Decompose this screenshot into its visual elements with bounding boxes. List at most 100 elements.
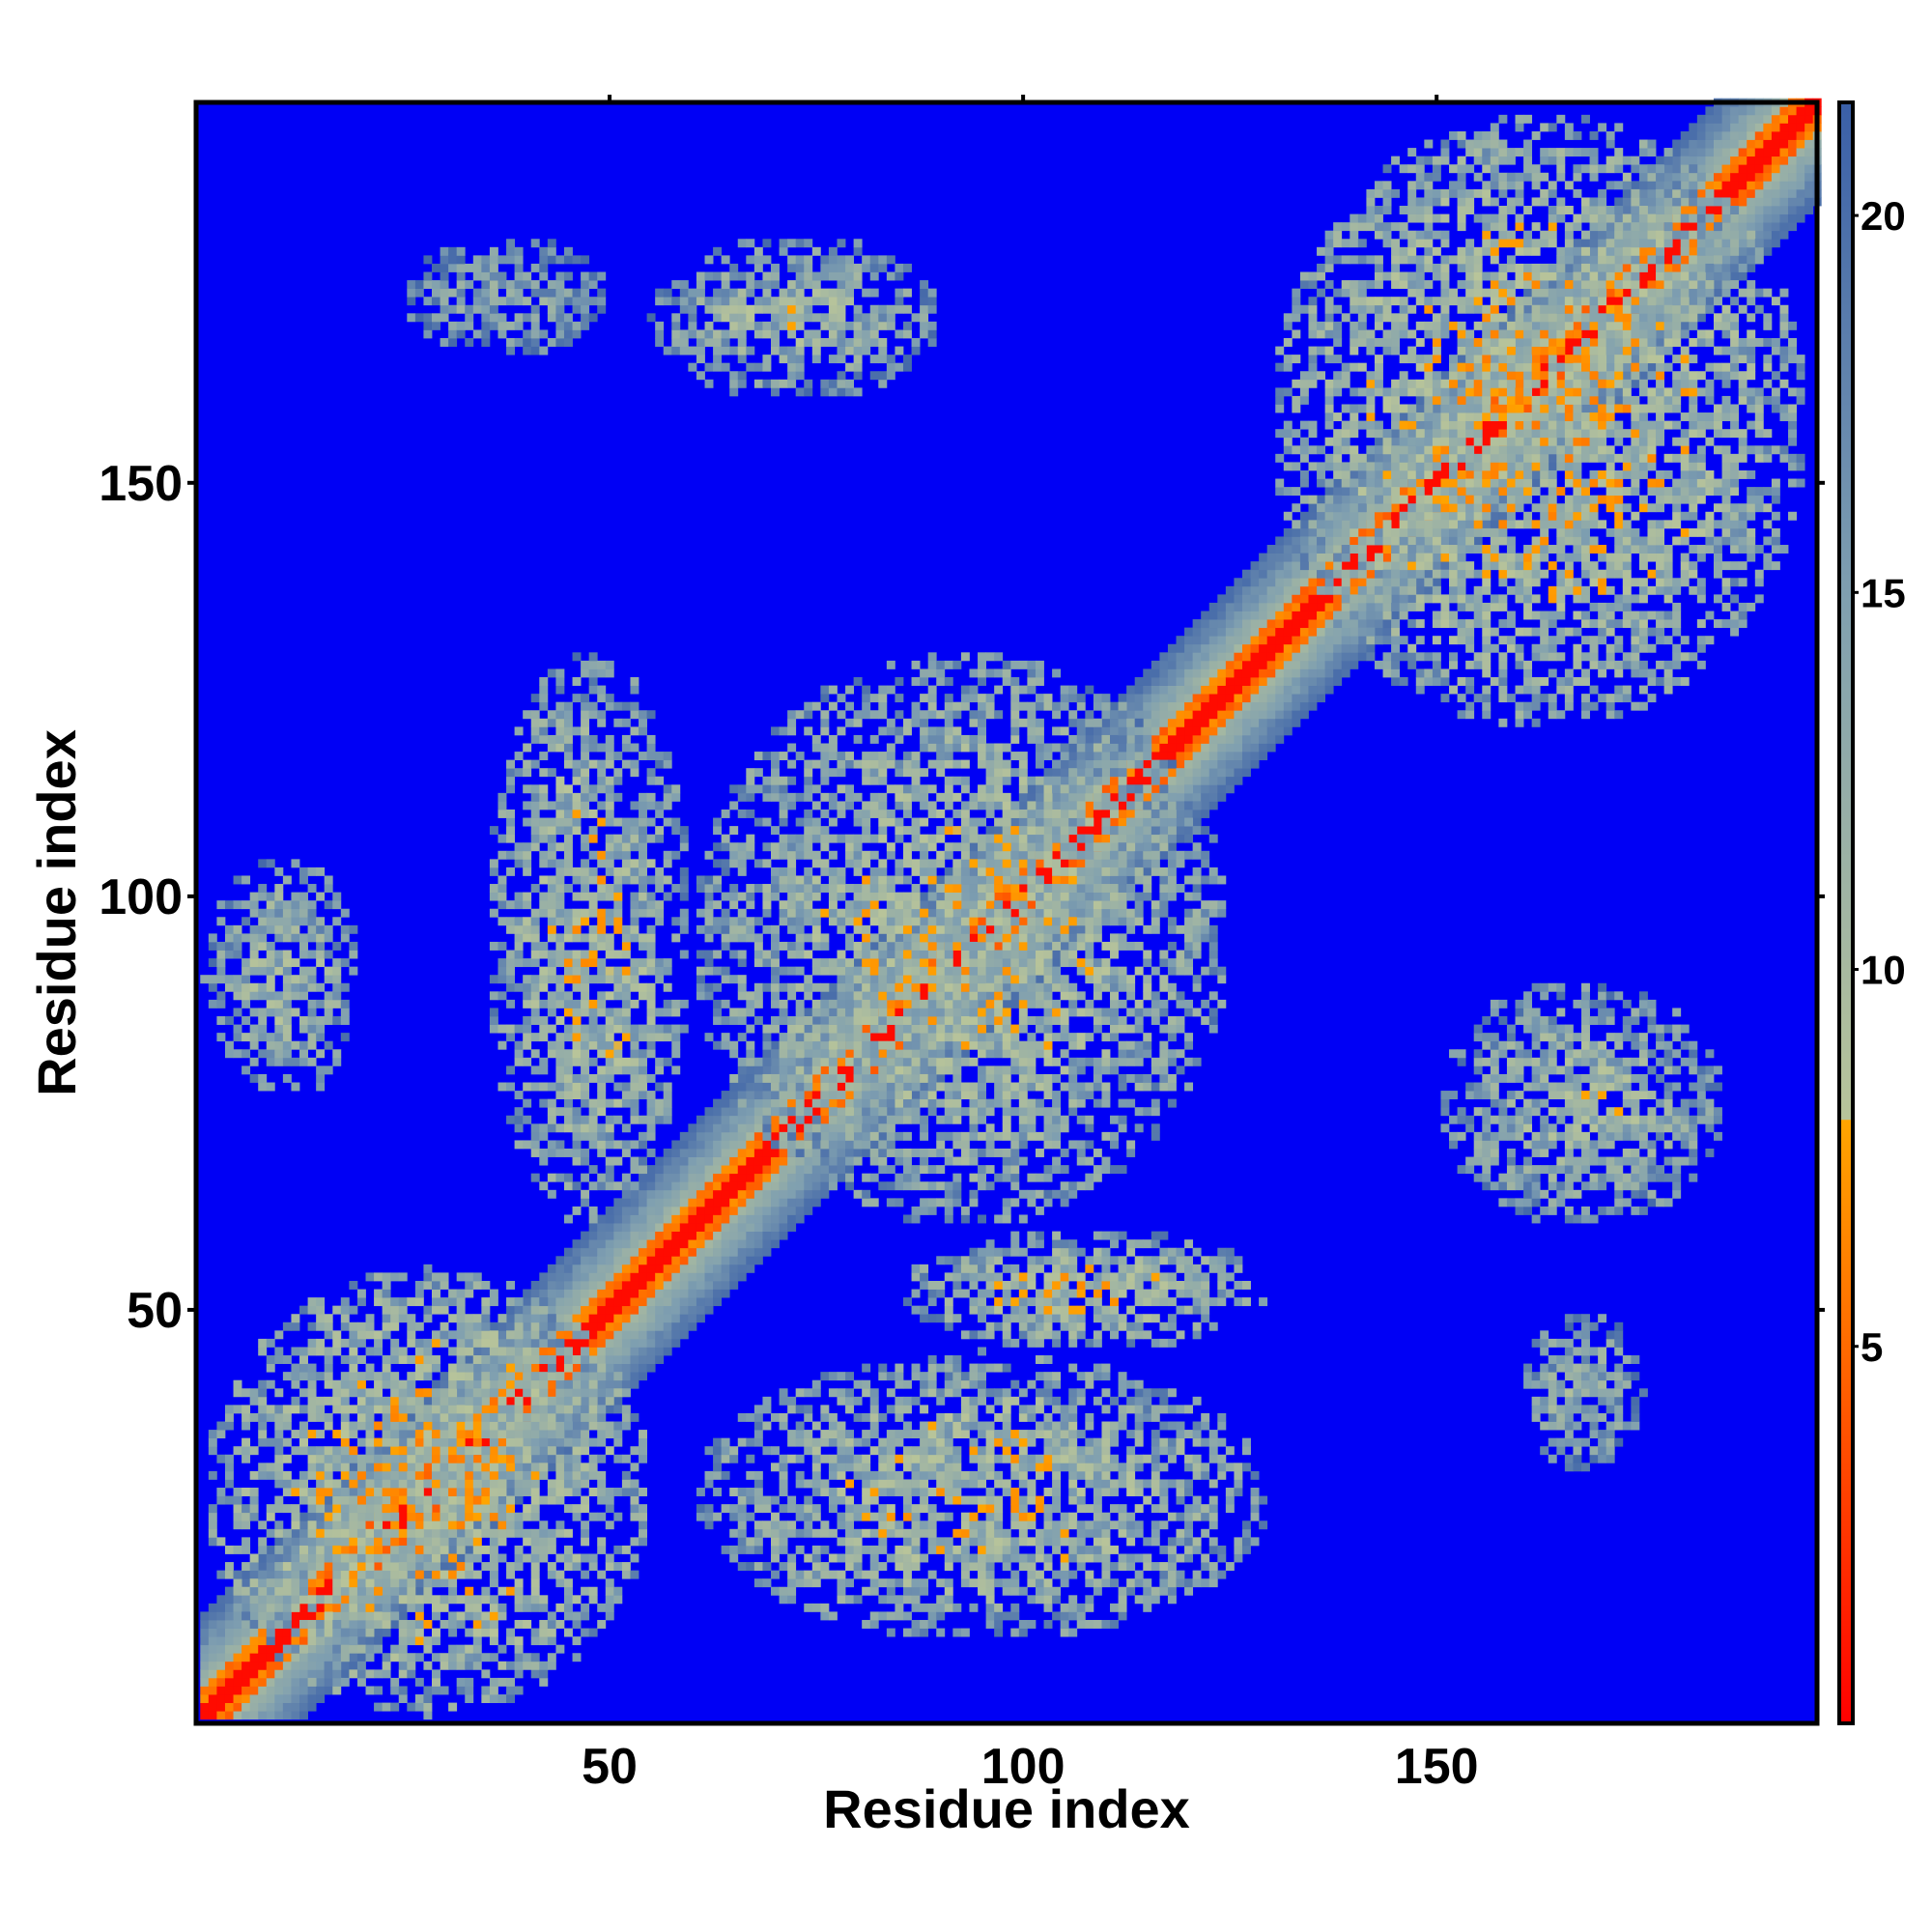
heatmap-cell — [621, 1264, 631, 1273]
heatmap-cell — [1143, 701, 1152, 711]
heatmap-cell — [895, 1040, 904, 1050]
heatmap-cell — [1747, 172, 1756, 182]
heatmap-cell — [605, 1289, 614, 1298]
heatmap-cell — [258, 1628, 268, 1637]
heatmap-cell — [216, 1603, 226, 1612]
heatmap-cell — [1201, 611, 1210, 620]
heatmap-cell — [1672, 263, 1682, 272]
heatmap-cell — [258, 1396, 268, 1406]
heatmap-cell — [1382, 545, 1392, 554]
heatmap-cell — [266, 1711, 275, 1720]
heatmap-cell — [1531, 412, 1541, 422]
heatmap-cell — [274, 1347, 284, 1356]
heatmap-cell — [356, 1479, 366, 1489]
heatmap-cell — [274, 1454, 284, 1463]
heatmap-cell — [1357, 527, 1367, 537]
heatmap-cell — [671, 1330, 681, 1340]
heatmap-cell — [1663, 246, 1673, 256]
heatmap-cell — [1747, 139, 1756, 149]
heatmap-cell — [1771, 239, 1780, 248]
heatmap-cell — [1308, 611, 1318, 620]
heatmap-cell — [398, 1504, 408, 1514]
heatmap-cell — [613, 1272, 623, 1282]
heatmap-cell — [1631, 379, 1640, 388]
heatmap-cell — [1241, 619, 1251, 629]
heatmap-cell — [316, 1454, 326, 1463]
heatmap-cell — [1605, 222, 1615, 232]
heatmap-cell — [1391, 503, 1401, 513]
heatmap-cell — [472, 1520, 482, 1530]
heatmap-cell — [398, 1430, 408, 1439]
heatmap-cell — [1234, 602, 1243, 611]
heatmap-cell — [448, 1504, 458, 1514]
heatmap-cell — [1440, 462, 1450, 471]
heatmap-cell — [721, 1098, 730, 1108]
heatmap-cell — [274, 1355, 284, 1364]
heatmap-cell — [1366, 553, 1376, 562]
heatmap-cell — [1656, 156, 1665, 165]
heatmap-cell — [920, 1033, 929, 1042]
heatmap-cell — [869, 1115, 879, 1124]
heatmap-cell — [1656, 222, 1665, 232]
heatmap-cell — [671, 1272, 681, 1282]
heatmap-cell — [1432, 553, 1441, 562]
heatmap-cell — [613, 1264, 623, 1273]
heatmap-cell — [1159, 817, 1169, 827]
heatmap-cell — [1432, 453, 1441, 463]
heatmap-cell — [828, 982, 838, 992]
heatmap-cell — [1250, 602, 1260, 611]
heatmap-cell — [837, 1057, 846, 1066]
heatmap-cell — [1747, 222, 1756, 232]
heatmap-cell — [572, 1379, 582, 1389]
heatmap-cell — [299, 1537, 308, 1547]
heatmap-cell — [753, 1247, 763, 1257]
heatmap-cell — [1382, 553, 1392, 562]
heatmap-cell — [1167, 677, 1177, 686]
heatmap-cell — [771, 1131, 780, 1141]
heatmap-cell — [1068, 834, 1078, 843]
heatmap-cell — [1192, 694, 1202, 703]
heatmap-cell — [1754, 139, 1764, 149]
heatmap-cell — [307, 1363, 317, 1373]
heatmap-cell — [1241, 578, 1251, 587]
heatmap-cell — [621, 1289, 631, 1298]
heatmap-cell — [1531, 387, 1541, 397]
heatmap-cell — [853, 999, 863, 1009]
heatmap-cell — [713, 1165, 723, 1175]
heatmap-cell — [729, 1231, 739, 1240]
heatmap-cell — [224, 1611, 234, 1621]
heatmap-cell — [1299, 636, 1309, 645]
heatmap-cell — [1068, 924, 1078, 934]
heatmap-cell — [1266, 701, 1276, 711]
heatmap-cell — [679, 1140, 689, 1150]
heatmap-cell — [1415, 578, 1425, 587]
heatmap-cell — [1548, 453, 1557, 463]
heatmap-cell — [845, 1049, 855, 1059]
heatmap-cell — [1035, 859, 1044, 868]
heatmap-cell — [671, 1140, 681, 1150]
heatmap-cell — [340, 1619, 350, 1629]
heatmap-cell — [1241, 585, 1251, 595]
heatmap-cell — [804, 1189, 813, 1199]
heatmap-cell — [1184, 627, 1194, 637]
heatmap-cell — [630, 1280, 639, 1290]
heatmap-cell — [1217, 701, 1227, 711]
heatmap-cell — [828, 1148, 838, 1157]
heatmap-cell — [523, 1330, 532, 1340]
heatmap-cell — [1283, 710, 1293, 720]
heatmap-cell — [936, 1016, 946, 1025]
heatmap-cell — [1126, 694, 1136, 703]
heatmap-cell — [307, 1636, 317, 1646]
heatmap-cell — [266, 1379, 275, 1389]
heatmap-cell — [1192, 759, 1202, 769]
heatmap-cell — [1333, 627, 1343, 637]
heatmap-cell — [630, 1372, 639, 1381]
heatmap-cell — [1225, 694, 1235, 703]
heatmap-cell — [581, 1272, 590, 1282]
heatmap-cell — [1317, 495, 1326, 504]
heatmap-cell — [274, 1694, 284, 1703]
heatmap-cell — [621, 1280, 631, 1290]
heatmap-cell — [224, 1412, 234, 1422]
heatmap-cell — [349, 1653, 358, 1662]
heatmap-cell — [837, 1140, 846, 1150]
